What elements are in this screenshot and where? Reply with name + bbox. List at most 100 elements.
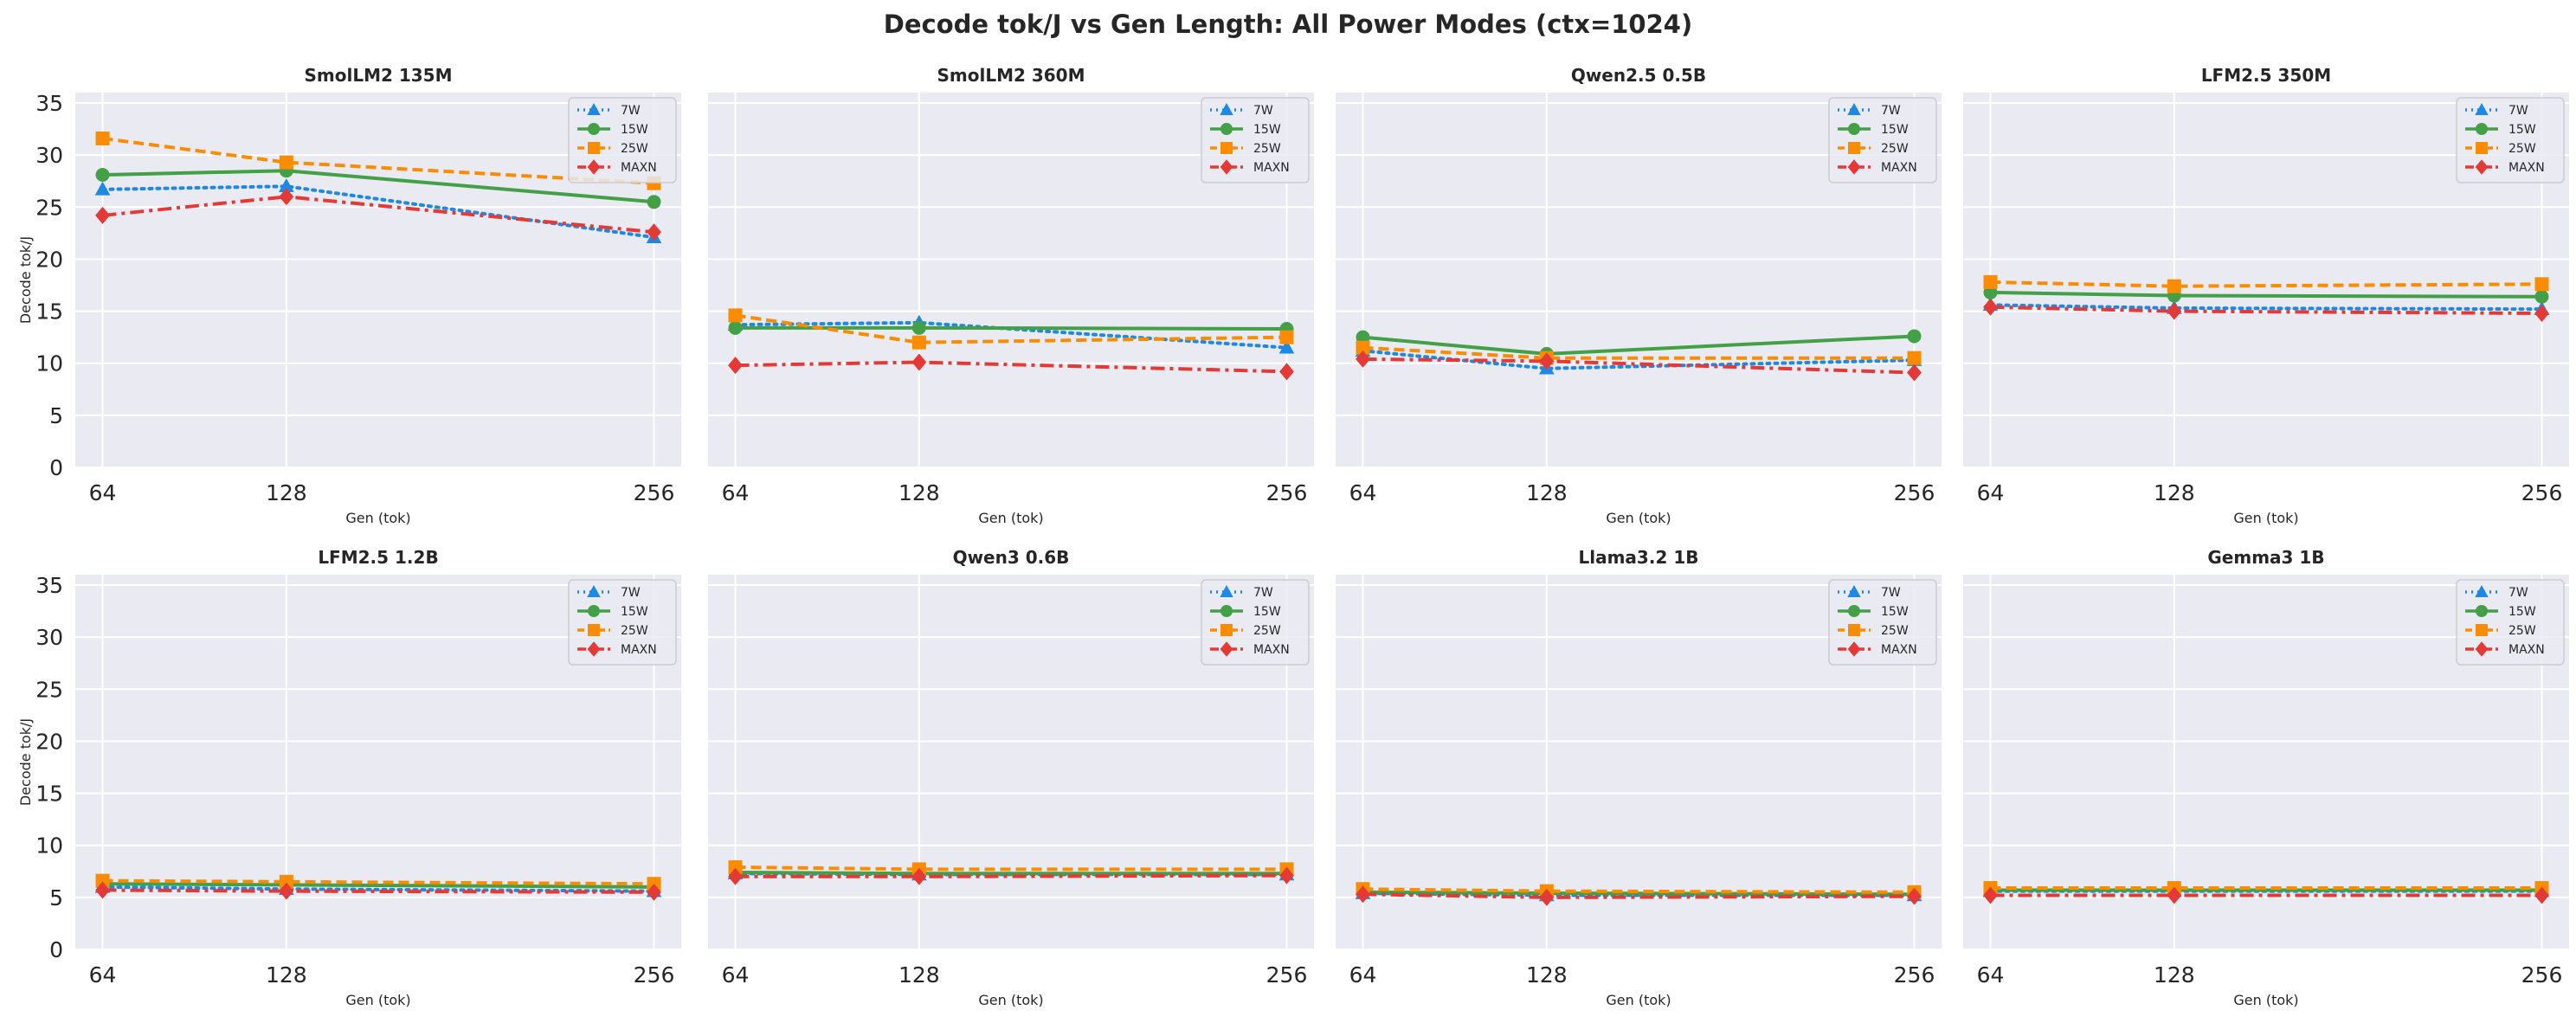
data-point [279, 178, 294, 193]
legend-marker [1220, 123, 1233, 135]
panel-title: Qwen3 0.6B [953, 547, 1070, 568]
legend-marker [1848, 605, 1860, 617]
panel-title: SmolLM2 360M [937, 65, 1085, 86]
x-tick-label: 256 [1894, 480, 1935, 505]
legend-marker [587, 584, 601, 597]
series-line [735, 360, 1287, 374]
data-point [647, 195, 661, 209]
x-axis-label: Gen (tok) [345, 510, 410, 526]
x-tick-label: 256 [2521, 480, 2563, 505]
legend-marker [1220, 641, 1233, 657]
data-point [95, 873, 110, 888]
legend-label: 7W [1881, 586, 1901, 600]
x-tick-label: 128 [266, 962, 307, 988]
legend: 7W 15W 25W MAXN [1828, 579, 1937, 666]
y-tick-label: 35 [35, 91, 63, 116]
panel-4: LFM2.5 350M 64 128 256 Gen (tok) 7W 15W 25W MAXN [1963, 65, 2569, 526]
series-line [1990, 280, 2542, 288]
legend-box [1201, 97, 1310, 183]
legend-label: 7W [2508, 104, 2528, 118]
data-point [728, 357, 743, 375]
legend-label: 25W [1253, 142, 1281, 156]
legend-marker [2476, 142, 2488, 154]
legend-box [568, 579, 677, 666]
panel-5: LFM2.5 1.2B 0 5 10 15 20 25 30 35 Decode tok/J 64 1… [17, 547, 681, 1008]
y-tick-label: 15 [35, 782, 63, 807]
series-line [735, 870, 1287, 876]
data-point [728, 308, 743, 323]
legend-label: 7W [621, 104, 641, 118]
x-tick-label: 256 [634, 480, 675, 505]
data-point [1907, 364, 1922, 382]
x-tick-label: 128 [2154, 962, 2195, 988]
series-line [1988, 303, 2544, 312]
legend-box [2456, 97, 2565, 183]
legend: 7W 15W 25W MAXN [1828, 97, 1937, 183]
legend-label: 7W [1253, 586, 1273, 600]
legend: 7W 15W 25W MAXN [568, 579, 677, 666]
data-point [1279, 330, 1294, 344]
data-point [1539, 888, 1555, 906]
series-25w [95, 873, 661, 891]
figure-title: Decode tok/J vs Gen Length: All Power Mo… [884, 10, 1692, 39]
series-line [735, 873, 1287, 878]
series-line [1362, 345, 1915, 360]
series-line [1361, 349, 1916, 370]
legend-marker [1848, 624, 1860, 636]
legend-label: 25W [2508, 624, 2536, 638]
legend-marker [588, 624, 600, 636]
data-point [1279, 363, 1294, 381]
legend-marker [1220, 102, 1233, 115]
data-point [911, 335, 926, 350]
legend: 7W 15W 25W MAXN [568, 97, 677, 183]
series-maxn [1356, 350, 1922, 382]
legend-marker [1848, 123, 1860, 135]
x-tick-label: 64 [1349, 962, 1377, 988]
x-axis-label: Gen (tok) [2233, 510, 2298, 526]
series-line [102, 878, 654, 886]
legend-marker [1847, 159, 1861, 175]
data-point [279, 155, 293, 170]
legend-marker [1220, 584, 1233, 597]
legend-label: 7W [621, 586, 641, 600]
series-maxn [95, 188, 661, 241]
x-tick-label: 256 [1266, 962, 1308, 988]
data-point [1539, 352, 1555, 370]
legend-label: MAXN [2508, 161, 2545, 175]
series-maxn [728, 866, 1294, 885]
legend-box [568, 97, 677, 183]
legend-marker [588, 605, 600, 617]
legend-box [2456, 579, 2565, 666]
x-tick-label: 128 [2154, 480, 2195, 505]
legend-marker [588, 123, 600, 135]
legend-label: 25W [1881, 142, 1909, 156]
y-tick-label: 0 [49, 455, 63, 480]
y-axis-label: Decode tok/J [17, 236, 34, 324]
data-point [2167, 886, 2182, 904]
x-tick-label: 64 [1349, 480, 1377, 505]
data-point [911, 320, 926, 335]
x-tick-label: 128 [266, 480, 307, 505]
x-tick-label: 128 [1526, 962, 1568, 988]
x-tick-label: 64 [89, 962, 117, 988]
y-tick-label: 25 [35, 195, 63, 220]
legend-label: 7W [2508, 586, 2528, 600]
legend: 7W 15W 25W MAXN [1201, 97, 1310, 183]
y-tick-label: 10 [35, 833, 63, 859]
series-25w [728, 308, 1294, 350]
legend-box [1828, 579, 1937, 666]
legend-marker [1847, 102, 1861, 115]
panel-8: Gemma3 1B 64 128 256 Gen (tok) 7W 15W 25W MAXN [1963, 547, 2569, 1008]
panels-container: SmolLM2 135M 0 5 10 15 20 25 30 35 Decode tok/J 64… [17, 65, 2569, 1008]
data-point [94, 181, 111, 196]
legend-label: 25W [1253, 624, 1281, 638]
legend-marker [2476, 605, 2488, 617]
legend-label: 25W [2508, 142, 2536, 156]
x-tick-label: 64 [89, 480, 117, 505]
legend-label: 15W [2508, 605, 2536, 619]
data-point [647, 223, 661, 241]
legend-marker [1847, 584, 1861, 597]
legend-label: 15W [1253, 123, 1281, 137]
data-point [279, 874, 293, 889]
legend-label: 25W [621, 624, 648, 638]
